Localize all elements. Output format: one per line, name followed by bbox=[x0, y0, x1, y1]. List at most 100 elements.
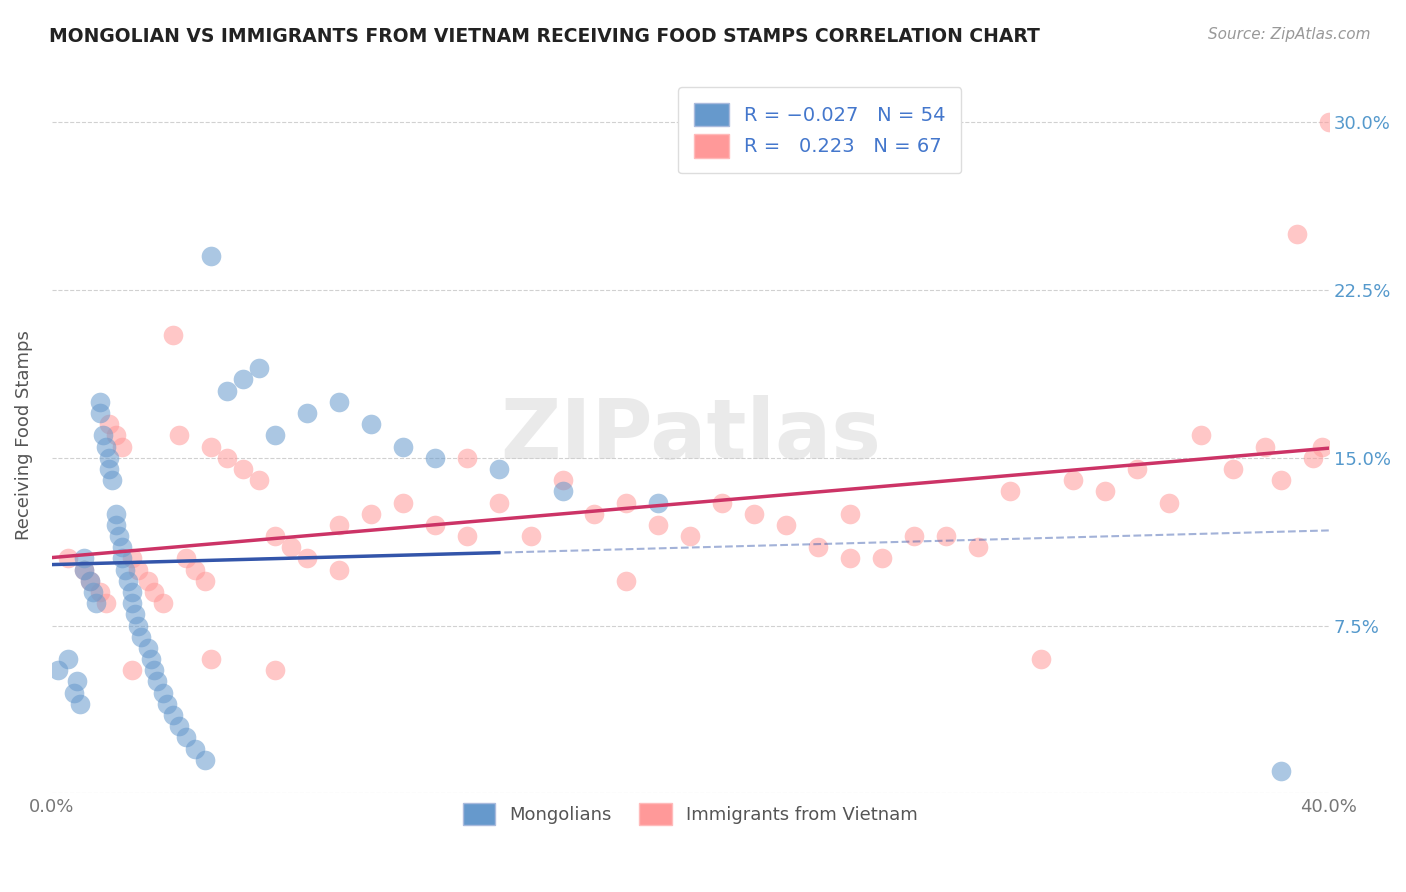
Point bbox=[136, 574, 159, 588]
Point bbox=[679, 529, 702, 543]
Point bbox=[94, 596, 117, 610]
Point bbox=[328, 563, 350, 577]
Point bbox=[98, 462, 121, 476]
Point bbox=[111, 440, 134, 454]
Point bbox=[121, 596, 143, 610]
Point bbox=[647, 495, 669, 509]
Point bbox=[423, 517, 446, 532]
Point bbox=[1270, 764, 1292, 778]
Point bbox=[647, 517, 669, 532]
Point bbox=[139, 652, 162, 666]
Point bbox=[156, 697, 179, 711]
Point bbox=[392, 495, 415, 509]
Point bbox=[1222, 462, 1244, 476]
Point bbox=[583, 507, 606, 521]
Point bbox=[121, 585, 143, 599]
Point bbox=[264, 529, 287, 543]
Point bbox=[111, 541, 134, 555]
Point bbox=[174, 551, 197, 566]
Text: ZIPatlas: ZIPatlas bbox=[499, 395, 880, 476]
Point bbox=[98, 417, 121, 432]
Point bbox=[247, 473, 270, 487]
Point bbox=[488, 495, 510, 509]
Point bbox=[328, 517, 350, 532]
Point bbox=[488, 462, 510, 476]
Point bbox=[392, 440, 415, 454]
Point bbox=[1254, 440, 1277, 454]
Point bbox=[104, 517, 127, 532]
Point bbox=[711, 495, 734, 509]
Point bbox=[1312, 440, 1334, 454]
Point bbox=[98, 450, 121, 465]
Point bbox=[551, 473, 574, 487]
Point bbox=[152, 596, 174, 610]
Point bbox=[73, 551, 96, 566]
Point bbox=[114, 563, 136, 577]
Point bbox=[551, 484, 574, 499]
Point bbox=[66, 674, 89, 689]
Point bbox=[63, 686, 86, 700]
Point bbox=[89, 394, 111, 409]
Point bbox=[101, 473, 124, 487]
Point bbox=[56, 652, 79, 666]
Point bbox=[121, 551, 143, 566]
Point bbox=[169, 428, 191, 442]
Point bbox=[232, 462, 254, 476]
Point bbox=[194, 753, 217, 767]
Point bbox=[162, 708, 184, 723]
Point bbox=[232, 372, 254, 386]
Point bbox=[89, 585, 111, 599]
Text: MONGOLIAN VS IMMIGRANTS FROM VIETNAM RECEIVING FOOD STAMPS CORRELATION CHART: MONGOLIAN VS IMMIGRANTS FROM VIETNAM REC… bbox=[49, 27, 1040, 45]
Point bbox=[142, 585, 165, 599]
Point bbox=[616, 495, 638, 509]
Point bbox=[94, 440, 117, 454]
Point bbox=[104, 428, 127, 442]
Point bbox=[1031, 652, 1053, 666]
Point bbox=[73, 563, 96, 577]
Point bbox=[998, 484, 1021, 499]
Point bbox=[616, 574, 638, 588]
Point bbox=[1126, 462, 1149, 476]
Point bbox=[121, 663, 143, 677]
Point bbox=[1094, 484, 1116, 499]
Point bbox=[838, 551, 860, 566]
Point bbox=[807, 541, 830, 555]
Point bbox=[69, 697, 91, 711]
Point bbox=[966, 541, 988, 555]
Point bbox=[360, 507, 382, 521]
Point bbox=[360, 417, 382, 432]
Point bbox=[194, 574, 217, 588]
Point bbox=[162, 327, 184, 342]
Point bbox=[124, 607, 146, 622]
Point bbox=[217, 384, 239, 398]
Point bbox=[127, 618, 149, 632]
Point bbox=[146, 674, 169, 689]
Point bbox=[184, 563, 207, 577]
Point bbox=[742, 507, 765, 521]
Point bbox=[107, 529, 129, 543]
Y-axis label: Receiving Food Stamps: Receiving Food Stamps bbox=[15, 330, 32, 541]
Point bbox=[1302, 450, 1324, 465]
Point bbox=[217, 450, 239, 465]
Point bbox=[903, 529, 925, 543]
Point bbox=[280, 541, 302, 555]
Point bbox=[152, 686, 174, 700]
Point bbox=[91, 428, 114, 442]
Point bbox=[184, 741, 207, 756]
Text: Source: ZipAtlas.com: Source: ZipAtlas.com bbox=[1208, 27, 1371, 42]
Point bbox=[1270, 473, 1292, 487]
Point bbox=[56, 551, 79, 566]
Point bbox=[142, 663, 165, 677]
Point bbox=[117, 574, 139, 588]
Point bbox=[423, 450, 446, 465]
Point bbox=[247, 361, 270, 376]
Legend: Mongolians, Immigrants from Vietnam: Mongolians, Immigrants from Vietnam bbox=[454, 795, 927, 834]
Point bbox=[136, 640, 159, 655]
Point bbox=[935, 529, 957, 543]
Point bbox=[127, 563, 149, 577]
Point bbox=[129, 630, 152, 644]
Point bbox=[328, 394, 350, 409]
Point bbox=[775, 517, 797, 532]
Point bbox=[295, 406, 318, 420]
Point bbox=[1159, 495, 1181, 509]
